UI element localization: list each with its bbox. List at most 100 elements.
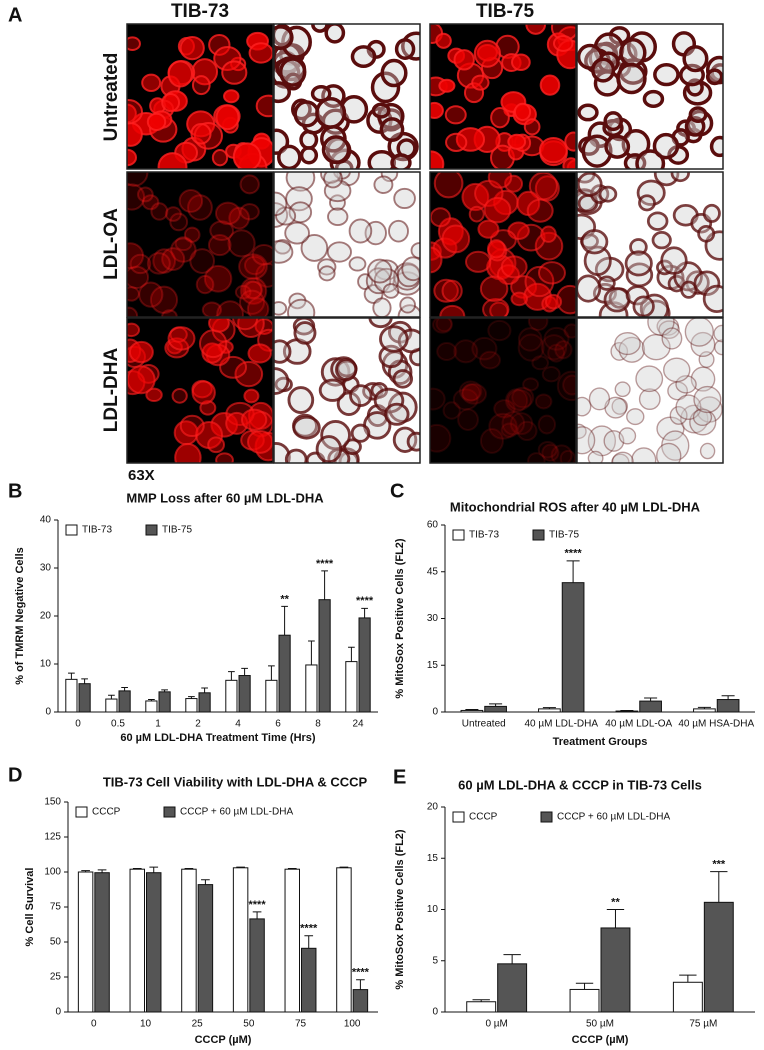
y-tick-label: 60	[427, 520, 439, 531]
cell	[580, 229, 609, 255]
y-tick-label: 75	[50, 902, 62, 913]
cell	[274, 81, 292, 104]
bar	[716, 699, 740, 713]
legend-swatch	[452, 811, 465, 823]
cell	[399, 296, 416, 314]
cell	[127, 183, 146, 211]
column-label: TIB-73	[171, 1, 229, 22]
row-label: LDL-DHA	[101, 348, 122, 433]
x-tick-label: 50 µM	[586, 1019, 614, 1030]
cell	[152, 248, 177, 274]
y-tick-label: 30	[40, 563, 52, 574]
cell	[234, 360, 264, 388]
panel-letter: C	[390, 480, 404, 502]
cell	[688, 106, 708, 124]
cell	[324, 24, 346, 44]
error-bar	[348, 646, 355, 662]
cell	[255, 262, 273, 288]
cell	[693, 385, 722, 414]
bar	[301, 947, 317, 1013]
cell	[238, 289, 266, 315]
cell	[441, 224, 471, 254]
cell	[577, 396, 592, 417]
cell	[145, 387, 163, 403]
y-axis-label: % MitoSox Positive Cells (FL2)	[394, 538, 406, 698]
y-tick-label: 0	[45, 707, 51, 718]
bar	[249, 918, 265, 1013]
error-bar	[228, 671, 235, 681]
annotation: ****	[352, 967, 370, 979]
cell	[577, 274, 602, 303]
cell	[554, 340, 573, 360]
cell	[473, 39, 501, 68]
legend-swatch	[75, 806, 88, 818]
cell	[490, 106, 510, 129]
x-tick-label: 40 µM HSA-DHA	[678, 719, 754, 730]
y-axis-label: % Cell Survival	[24, 868, 36, 947]
cell	[435, 32, 452, 49]
bar	[336, 867, 352, 1013]
cell	[531, 355, 549, 371]
legend-label: CCCP	[469, 812, 498, 823]
cell	[669, 405, 688, 425]
bar	[232, 867, 249, 1013]
x-tick-label: 75 µM	[689, 1019, 717, 1030]
cell	[300, 233, 329, 262]
x-tick-label: 4	[235, 719, 241, 730]
cell	[240, 408, 268, 431]
bar	[185, 698, 198, 713]
cell	[274, 191, 288, 217]
cell	[471, 74, 490, 91]
x-axis-label: CCCP (µM)	[195, 1034, 252, 1046]
cell	[208, 318, 230, 333]
cell	[146, 252, 171, 275]
cell	[652, 132, 680, 160]
cell	[401, 256, 420, 282]
cell	[550, 444, 573, 463]
micrograph	[127, 172, 273, 317]
y-tick-label: 45	[427, 566, 439, 577]
cell	[379, 117, 405, 143]
cell	[430, 423, 452, 453]
legend-swatch	[540, 811, 553, 823]
cell	[127, 122, 143, 147]
cell	[661, 430, 690, 461]
micrograph-border	[576, 317, 724, 464]
x-tick-label: 8	[315, 719, 321, 730]
cell	[445, 132, 468, 152]
chart-title: Mitochondrial ROS after 40 µM LDL-DHA	[450, 499, 701, 514]
cell	[479, 275, 509, 302]
cell	[534, 393, 553, 410]
error-bar	[697, 706, 711, 709]
cell	[702, 284, 723, 313]
x-tick-label: 10	[140, 1019, 152, 1030]
error-bar	[472, 999, 490, 1002]
cell	[455, 127, 486, 152]
cell	[367, 258, 393, 284]
micrograph-bg	[127, 172, 273, 317]
cell	[682, 45, 709, 73]
cell	[638, 194, 656, 212]
cell	[702, 203, 721, 223]
legend-label: TIB-75	[162, 525, 192, 536]
micrograph	[430, 318, 576, 463]
cell	[161, 247, 186, 271]
error-bar	[304, 935, 314, 949]
cell	[179, 414, 205, 438]
bar	[77, 871, 94, 1013]
cell	[611, 397, 628, 415]
bar	[561, 582, 585, 713]
cell	[248, 42, 273, 64]
cell	[348, 256, 367, 272]
micrograph	[577, 24, 723, 169]
legend-label: CCCP + 60 µM LDL-DHA	[557, 812, 670, 823]
bar	[600, 927, 631, 1013]
error-bar	[68, 672, 75, 680]
error-bar	[620, 709, 634, 712]
cell	[127, 242, 145, 270]
cell	[435, 318, 453, 333]
cell	[149, 285, 179, 314]
cell	[626, 408, 645, 426]
cell	[190, 123, 212, 145]
error-bar	[339, 866, 349, 868]
